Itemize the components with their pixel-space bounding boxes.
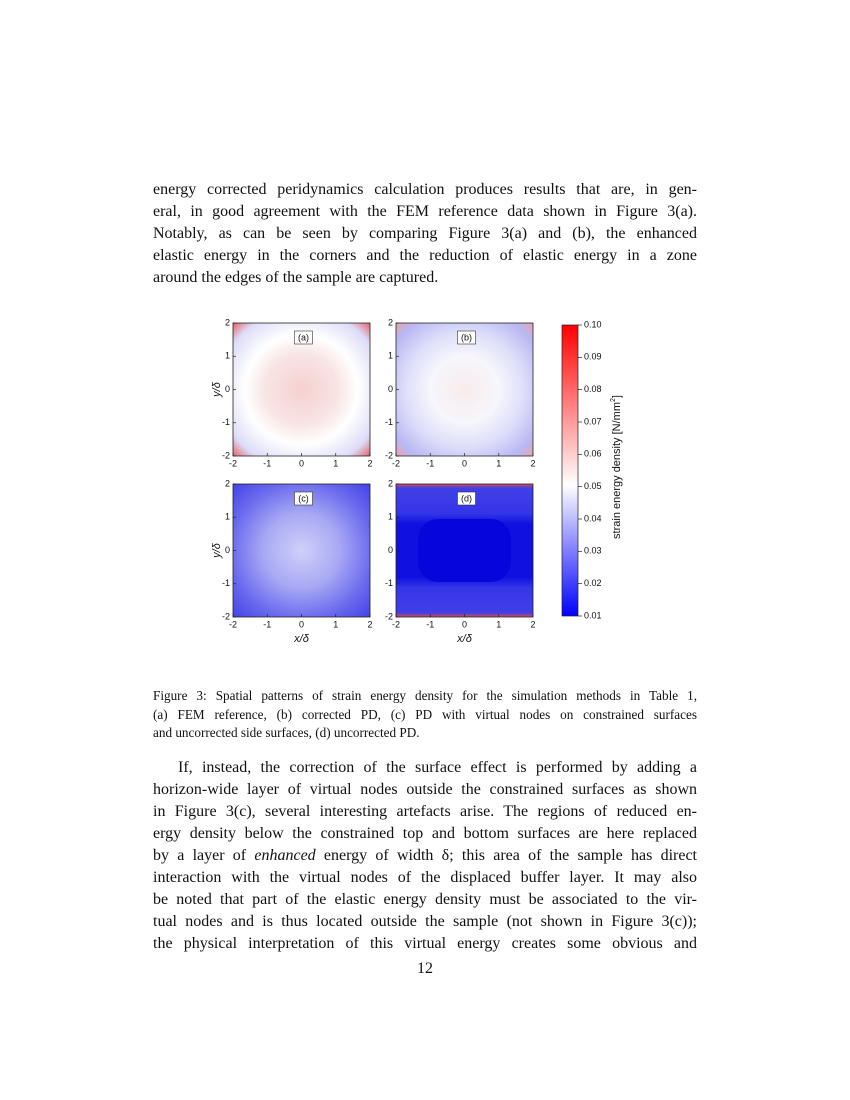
text-line: If, instead, the correction of the surfa… xyxy=(178,759,697,776)
x-tick-label: -1 xyxy=(263,619,271,629)
x-tick-label: -2 xyxy=(229,458,237,468)
colorbar-tick-label: 0.02 xyxy=(584,578,602,588)
x-tick-label: 0 xyxy=(462,619,467,629)
y-axis-label: y/δ xyxy=(211,381,223,398)
text-line: around the edges of the sample are captu… xyxy=(153,269,439,286)
heatmap xyxy=(233,484,370,617)
text-line: Notably, as can be seen by comparing Fig… xyxy=(153,225,697,242)
y-tick-label: -2 xyxy=(385,611,393,621)
colorbar-tick-label: 0.01 xyxy=(584,610,602,620)
colorbar-tick-label: 0.07 xyxy=(584,416,602,426)
panel-label-box xyxy=(457,491,476,506)
colorbar-tick-label: 0.05 xyxy=(584,481,602,491)
x-axis-label: x/δ xyxy=(293,633,310,645)
text-line: eral, in good agreement with the FEM ref… xyxy=(153,203,697,220)
colorbar-tick-label: 0.09 xyxy=(584,352,602,362)
x-tick-label: 0 xyxy=(299,619,304,629)
x-tick-label: -2 xyxy=(392,619,400,629)
y-tick-label: 2 xyxy=(388,478,393,488)
text-line: the physical interpretation of this virt… xyxy=(153,935,697,952)
colorbar-label-part: ] xyxy=(611,395,623,398)
caption-line: Figure 3: Spatial patterns of strain ene… xyxy=(153,688,697,703)
y-tick-label: 0 xyxy=(225,384,230,394)
panel-label: (b) xyxy=(461,332,472,342)
x-tick-label: 2 xyxy=(367,458,372,468)
y-tick-label: -1 xyxy=(385,578,393,588)
x-tick-label: -1 xyxy=(426,619,434,629)
colorbar-label-part: 2 xyxy=(610,398,617,402)
colorbar xyxy=(561,324,579,617)
x-tick-label: -2 xyxy=(392,458,400,468)
y-tick-label: 1 xyxy=(225,351,230,361)
x-tick-label: 1 xyxy=(333,458,338,468)
y-tick-label: 0 xyxy=(225,545,230,555)
x-tick-label: 0 xyxy=(462,458,467,468)
colorbar-tick-label: 0.04 xyxy=(584,513,602,523)
text-line: elastic energy in the corners and the re… xyxy=(153,247,697,264)
x-tick-label: 2 xyxy=(530,458,535,468)
colorbar-tick-label: 0.08 xyxy=(584,384,602,394)
x-tick-label: -1 xyxy=(426,458,434,468)
page-number: 12 xyxy=(417,960,433,977)
colorbar-tick-label: 0.10 xyxy=(584,319,602,329)
heatmap xyxy=(396,323,533,456)
text-line: by a layer of enhanced energy of width δ… xyxy=(153,847,697,865)
x-axis-label: x/δ xyxy=(456,633,473,645)
text-line: tual nodes and is thus located outside t… xyxy=(153,913,697,930)
panel-label: (d) xyxy=(461,493,472,503)
colorbar-tick-label: 0.03 xyxy=(584,546,602,556)
y-tick-label: 1 xyxy=(225,512,230,522)
x-tick-label: 1 xyxy=(333,619,338,629)
y-tick-label: 2 xyxy=(225,317,230,327)
panel-label: (a) xyxy=(298,332,309,342)
colorbar-label-part: strain energy density [N/mm xyxy=(611,402,623,539)
x-tick-label: 1 xyxy=(496,619,501,629)
y-axis-label: y/δ xyxy=(211,542,223,559)
y-tick-label: 2 xyxy=(388,317,393,327)
text-line: ergy density below the constrained top a… xyxy=(153,825,697,842)
x-tick-label: -2 xyxy=(229,619,237,629)
heatmap-core xyxy=(418,519,511,582)
text-span: energy of width δ; this area of the samp… xyxy=(315,847,698,864)
y-tick-label: 0 xyxy=(388,384,393,394)
emphasis: enhanced xyxy=(254,847,316,864)
x-tick-label: 1 xyxy=(496,458,501,468)
y-tick-label: -1 xyxy=(222,578,230,588)
y-tick-label: -1 xyxy=(385,417,393,427)
x-tick-label: 2 xyxy=(530,619,535,629)
text-line: interaction with the virtual nodes of th… xyxy=(153,869,697,886)
y-tick-label: 1 xyxy=(388,351,393,361)
x-tick-label: 0 xyxy=(299,458,304,468)
heatmap xyxy=(233,323,370,456)
y-tick-label: -1 xyxy=(222,417,230,427)
y-tick-label: 2 xyxy=(225,478,230,488)
panel-label-box xyxy=(457,330,476,345)
y-tick-label: -2 xyxy=(222,611,230,621)
panel-label-box xyxy=(294,330,313,345)
text-line: be noted that part of the elastic energy… xyxy=(153,891,697,908)
caption-line: (a) FEM reference, (b) corrected PD, (c)… xyxy=(153,706,697,722)
text-line: horizon-wide layer of virtual nodes outs… xyxy=(153,781,697,798)
y-tick-label: 1 xyxy=(388,512,393,522)
x-tick-label: -1 xyxy=(263,458,271,468)
text-line: in Figure 3(c), several interesting arte… xyxy=(153,803,697,820)
y-tick-label: -2 xyxy=(222,450,230,460)
text-span: by a layer of xyxy=(153,847,255,864)
colorbar-tick-label: 0.06 xyxy=(584,449,602,459)
panel-label: (c) xyxy=(298,493,309,503)
caption-line: and uncorrected side surfaces, (d) uncor… xyxy=(153,725,420,740)
colorbar-label: strain energy density [N/mm2] xyxy=(610,395,623,539)
panel-label-box xyxy=(294,491,313,506)
x-tick-label: 2 xyxy=(367,619,372,629)
text-line: energy corrected peridynamics calculatio… xyxy=(153,181,697,198)
y-tick-label: 0 xyxy=(388,545,393,555)
y-tick-label: -2 xyxy=(385,450,393,460)
